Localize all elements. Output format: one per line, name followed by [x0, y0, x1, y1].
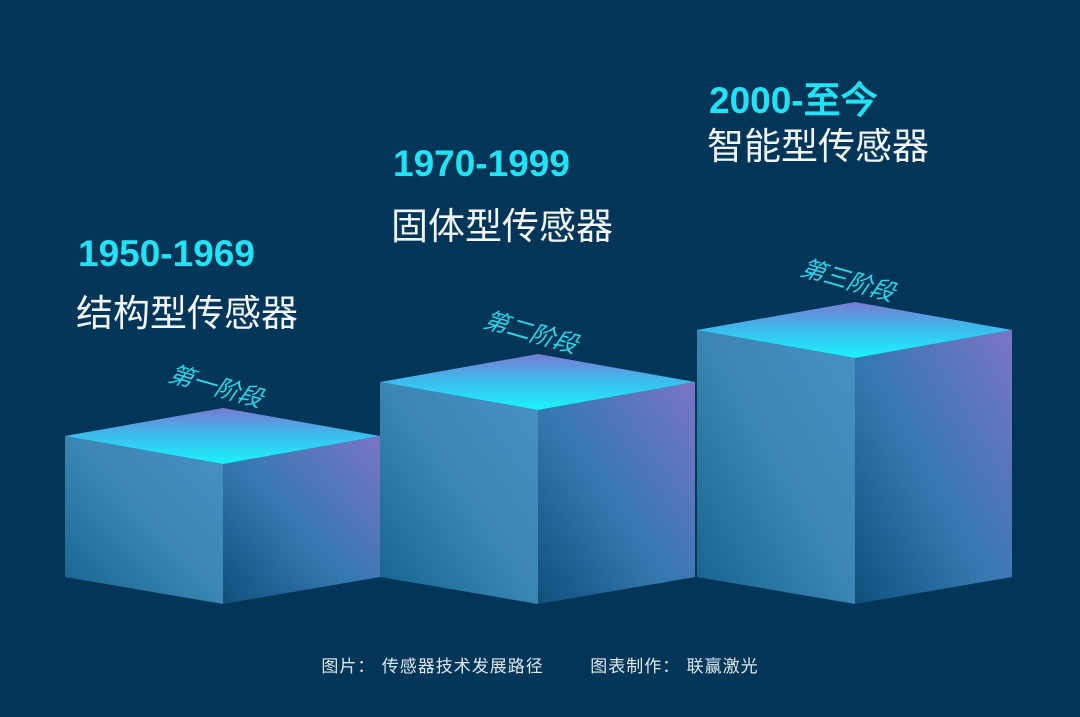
stage-1-period: 1950-1969 [78, 233, 255, 274]
cube-2-right-face [538, 382, 695, 604]
cube-3-top-face [697, 302, 1012, 358]
cube-2-top-face [380, 354, 695, 410]
stage-2-label: 第二阶段 [478, 307, 587, 358]
stage-1-label: 第一阶段 [163, 361, 272, 412]
caption-source: 图片： 传感器技术发展路径 [321, 657, 544, 677]
caption-credit: 图表制作： 联赢激光 [590, 657, 759, 677]
stage-3-label: 第三阶段 [795, 255, 904, 306]
caption: 图片： 传感器技术发展路径 图表制作： 联赢激光 [0, 652, 1080, 677]
stage-3-period: 2000-至今 [709, 80, 878, 121]
stage-2-period: 1970-1999 [393, 143, 570, 184]
cube-1-right-face [223, 436, 380, 604]
cube-3-left-face [697, 330, 855, 604]
stage-1-type: 结构型传感器 [76, 292, 298, 335]
stage-3-type: 智能型传感器 [707, 125, 929, 168]
stage-2-type: 固体型传感器 [391, 205, 613, 248]
cube-2-left-face [380, 382, 538, 604]
cube-1-left-face [65, 436, 223, 604]
cube-3-right-face [855, 330, 1012, 604]
cube-1-top-face [65, 408, 380, 464]
